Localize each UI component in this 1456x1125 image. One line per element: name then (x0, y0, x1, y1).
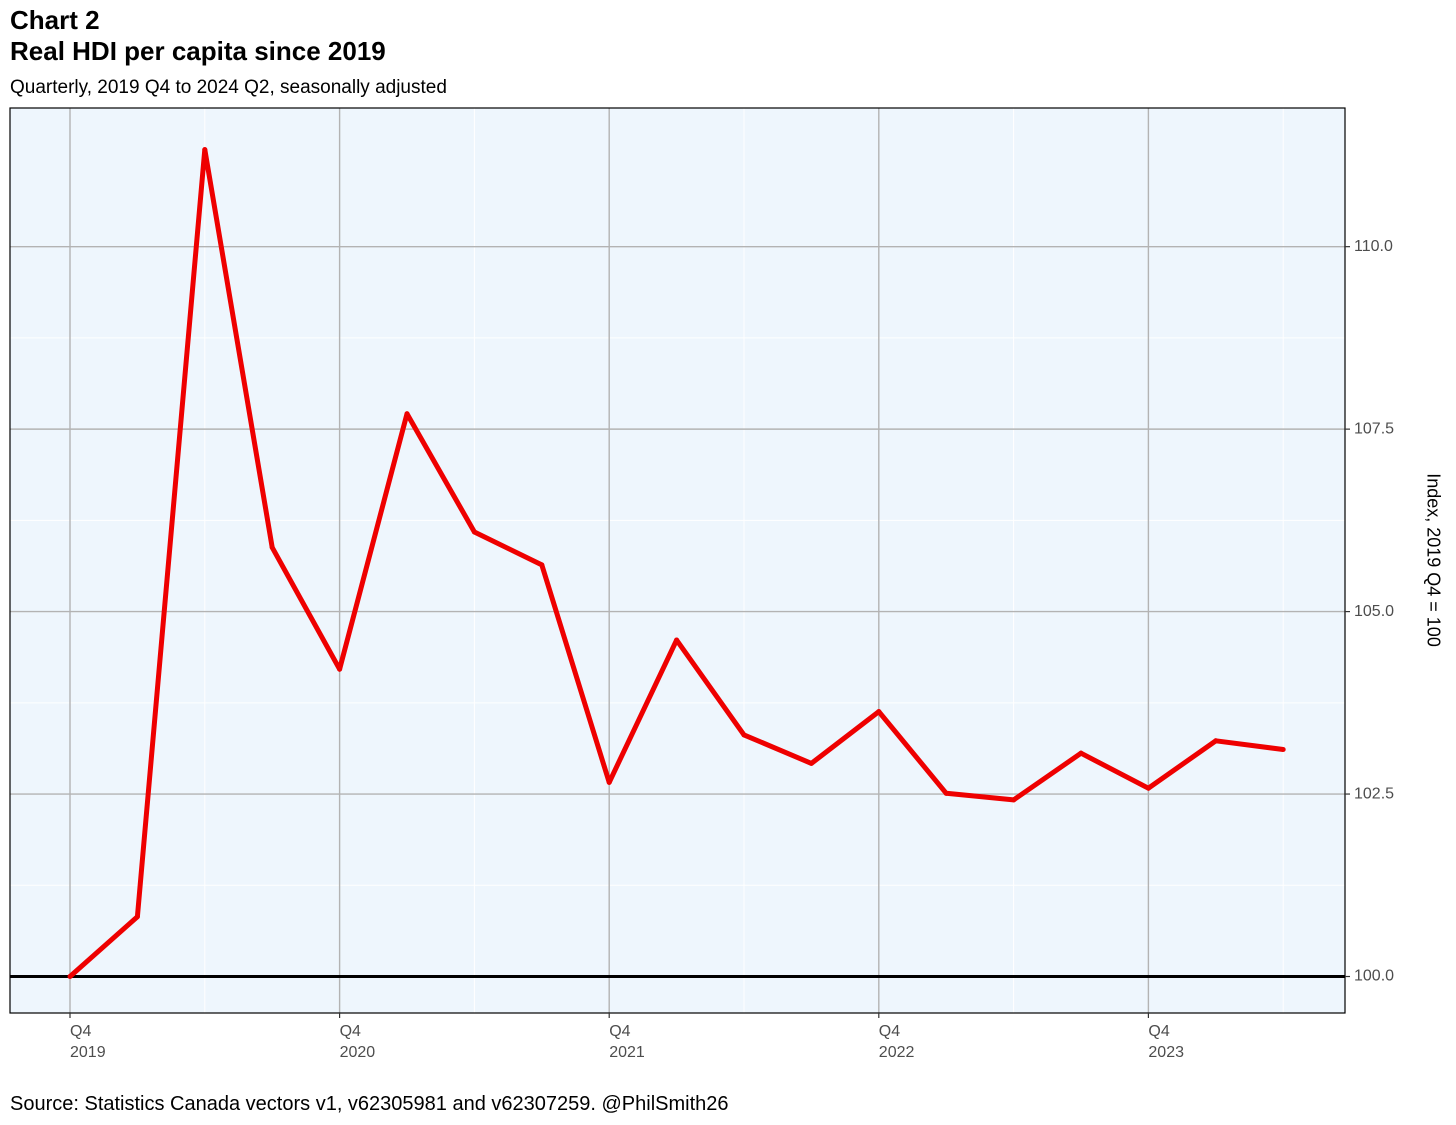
x-tick-sublabel: 2022 (879, 1044, 915, 1061)
data-point (202, 147, 208, 153)
x-tick-label: Q4 (340, 1023, 361, 1040)
data-point (1145, 785, 1151, 791)
data-point (471, 529, 477, 535)
data-point (1078, 750, 1084, 756)
y-axis-label: Index, 2019 Q4 = 100 (1423, 473, 1443, 647)
data-point (337, 666, 343, 672)
x-tick-sublabel: 2021 (609, 1044, 645, 1061)
x-tick-sublabel: 2020 (340, 1044, 376, 1061)
chart-subtitle: Quarterly, 2019 Q4 to 2024 Q2, seasonall… (10, 77, 447, 98)
y-tick-label: 107.5 (1354, 420, 1394, 437)
data-point (1011, 797, 1017, 803)
source-note: Source: Statistics Canada vectors v1, v6… (10, 1093, 729, 1115)
plot-panel (10, 108, 1345, 1013)
plot-border (9, 107, 1346, 1014)
x-tick-label: Q4 (609, 1023, 630, 1040)
x-tick-label: Q4 (879, 1023, 900, 1040)
data-point (943, 790, 949, 796)
y-tick-label: 105.0 (1354, 603, 1394, 620)
data-point (674, 637, 680, 643)
data-point (741, 732, 747, 738)
minor-gridlines (10, 108, 1345, 1013)
x-tick-label: Q4 (1148, 1023, 1169, 1040)
y-tick-label: 102.5 (1354, 785, 1394, 802)
chart-title: Real HDI per capita since 2019 (10, 36, 386, 66)
chart-label: Chart 2 (10, 5, 100, 35)
x-tick-sublabel: 2019 (70, 1044, 106, 1061)
data-point (1213, 738, 1219, 744)
x-axis: Q4 2019 Q4 2020 Q4 2021 Q4 2022 Q4 2023 (69, 1013, 1184, 1061)
data-point (67, 974, 73, 980)
x-tick-sublabel: 2023 (1148, 1044, 1184, 1061)
x-tick-label: Q4 (70, 1023, 91, 1040)
y-tick-label: 110.0 (1354, 238, 1393, 255)
data-point (606, 779, 612, 785)
data-point (404, 411, 410, 417)
data-point (134, 914, 140, 920)
series-points (67, 147, 1286, 980)
data-point (1280, 747, 1286, 753)
data-point (269, 544, 275, 550)
data-point (808, 760, 814, 766)
data-point (539, 562, 545, 568)
data-point (876, 709, 882, 715)
y-axis: 100.0 102.5 105.0 107.5 110.0 (1345, 238, 1394, 985)
y-tick-label: 100.0 (1354, 968, 1394, 985)
